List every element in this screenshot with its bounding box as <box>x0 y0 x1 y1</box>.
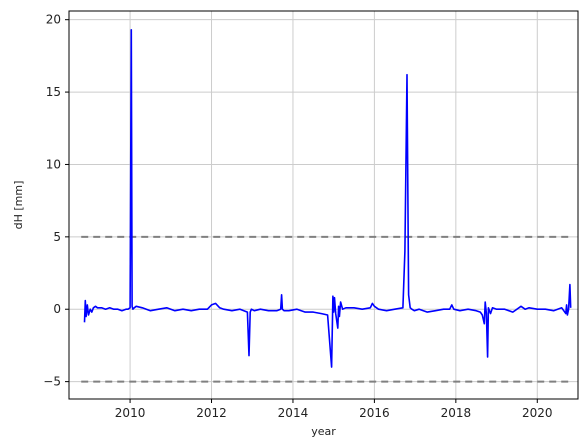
x-tick-label: 2010 <box>115 406 146 420</box>
plot-frame <box>68 10 579 400</box>
y-tick-label: 0 <box>53 302 61 316</box>
x-tick-label: 2016 <box>359 406 390 420</box>
series-layer <box>83 29 572 368</box>
y-tick-label: 15 <box>46 85 61 99</box>
y-tick-label: −5 <box>43 375 61 389</box>
series-line <box>83 29 572 368</box>
y-tick-label: 10 <box>46 157 61 171</box>
y-axis-label: dH [mm] <box>12 181 25 230</box>
x-tick-label: 2020 <box>522 406 553 420</box>
x-tick-label: 2018 <box>441 406 472 420</box>
x-axis-label: year <box>311 425 336 438</box>
threshold-lines <box>81 235 572 383</box>
y-tick-label: 20 <box>46 13 61 27</box>
ticks: 2010 2012 2014 2016 2018 2020 −5 0 5 10 15 20 <box>43 13 552 420</box>
x-tick-label: 2012 <box>196 406 227 420</box>
y-tick-label: 5 <box>53 230 61 244</box>
x-tick-label: 2014 <box>278 406 309 420</box>
